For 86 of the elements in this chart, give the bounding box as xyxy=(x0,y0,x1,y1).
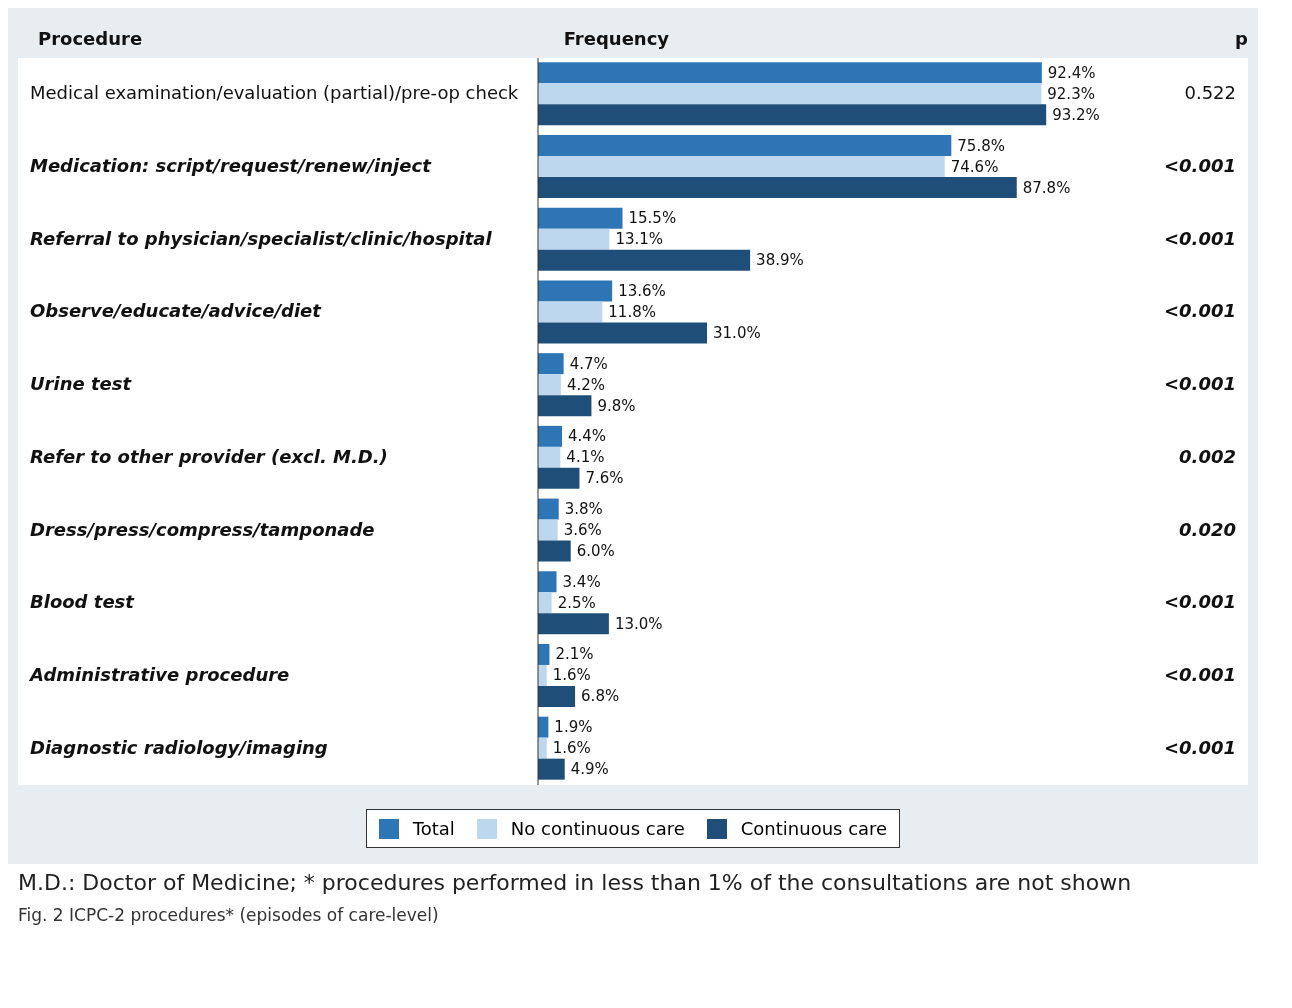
bar xyxy=(538,280,613,302)
bar xyxy=(538,758,565,780)
bar xyxy=(538,498,559,520)
data-label: 87.8% xyxy=(1022,178,1071,197)
data-label: 6.8% xyxy=(581,687,620,706)
text: 0.002 xyxy=(1179,445,1236,467)
data-label: 92.4% xyxy=(1047,63,1096,82)
bar xyxy=(538,228,610,250)
bar xyxy=(538,592,552,614)
bar xyxy=(538,613,609,635)
y-tick-label: Referral to physician/specialist/clinic/hospital xyxy=(30,227,493,249)
data-label: 1.6% xyxy=(552,666,591,685)
bar xyxy=(538,664,547,686)
bar xyxy=(538,519,558,541)
text: <0.001 xyxy=(1163,736,1236,758)
bar xyxy=(538,540,571,562)
bar xyxy=(538,301,603,323)
legend-label: No continuous care xyxy=(509,818,685,839)
bar xyxy=(538,177,1017,199)
data-label: 93.2% xyxy=(1052,105,1100,124)
y-tick-label: Medical examination/evaluation (partial)/pre-op check xyxy=(30,82,519,104)
bar xyxy=(538,156,945,178)
data-label: 4.1% xyxy=(566,448,605,467)
bar xyxy=(538,104,1047,126)
data-label: 3.6% xyxy=(563,521,602,540)
bar xyxy=(538,207,623,229)
data-label: 92.3% xyxy=(1047,84,1095,103)
bar xyxy=(538,83,1042,105)
y-tick-label: Administrative procedure xyxy=(28,663,290,685)
bar xyxy=(538,467,580,489)
data-label: 31.0% xyxy=(713,323,761,342)
text: <0.001 xyxy=(1163,227,1236,249)
data-label: 3.4% xyxy=(562,572,601,591)
legend-label: Continuous care xyxy=(739,818,888,839)
y-axis-title: Procedure xyxy=(37,27,144,49)
data-label: 74.6% xyxy=(950,157,999,176)
y-tick-label: Diagnostic radiology/imaging xyxy=(30,736,328,758)
text: Fig. 2 ICPC-2 procedures* (episodes of care-level) xyxy=(17,904,440,927)
data-label: 75.8% xyxy=(957,136,1005,155)
data-label: 13.0% xyxy=(614,614,663,633)
data-label: 2.5% xyxy=(557,593,596,612)
bar xyxy=(538,135,952,157)
data-label: 6.0% xyxy=(576,542,615,561)
data-label: 9.8% xyxy=(597,396,636,415)
y-tick-label: Refer to other provider (excl. M.D.) xyxy=(30,445,388,467)
bar xyxy=(538,353,564,375)
data-label: 2.1% xyxy=(555,645,594,664)
data-label: 4.7% xyxy=(569,354,608,373)
y-tick-label: Medication: script/request/renew/inject xyxy=(30,155,433,177)
data-label: 13.1% xyxy=(615,230,664,249)
bar xyxy=(538,322,708,344)
bar xyxy=(538,737,547,759)
data-label: 7.6% xyxy=(585,469,624,488)
text: p xyxy=(1234,27,1248,49)
data-label: 3.8% xyxy=(564,500,603,519)
bar xyxy=(538,374,561,396)
text: 0.020 xyxy=(1179,518,1236,540)
y-tick-label: Urine test xyxy=(30,373,133,395)
bar xyxy=(538,395,592,417)
text: M.D.: Doctor of Medicine; * procedures performed in less than 1% of the consultations are not shown xyxy=(17,869,1133,897)
bar xyxy=(538,425,562,447)
y-tick-label: Observe/educate/advice/diet xyxy=(30,300,323,322)
data-label: 15.5% xyxy=(628,209,677,228)
data-label: 4.2% xyxy=(566,375,606,394)
data-label: 1.6% xyxy=(552,739,591,758)
data-label: 13.6% xyxy=(618,281,666,300)
text: <0.001 xyxy=(1163,663,1236,685)
text: <0.001 xyxy=(1163,300,1236,322)
data-label: 4.9% xyxy=(570,760,609,779)
data-label: 11.8% xyxy=(608,302,656,321)
bar xyxy=(538,685,576,707)
text: <0.001 xyxy=(1163,373,1236,395)
bar xyxy=(538,249,751,271)
text: 0.522 xyxy=(1184,82,1236,104)
y-tick-label: Blood test xyxy=(30,591,136,613)
data-label: 1.9% xyxy=(554,718,593,737)
text: <0.001 xyxy=(1163,591,1236,613)
legend-label: Total xyxy=(411,818,455,839)
data-label: 4.4% xyxy=(567,427,607,446)
text: <0.001 xyxy=(1163,155,1236,177)
data-label: 38.9% xyxy=(756,251,804,270)
bar xyxy=(538,571,557,593)
x-axis-title: Frequency xyxy=(562,27,671,49)
bar xyxy=(538,446,561,468)
y-tick-label: Dress/press/compress/tamponade xyxy=(30,518,375,540)
bar xyxy=(538,62,1042,84)
